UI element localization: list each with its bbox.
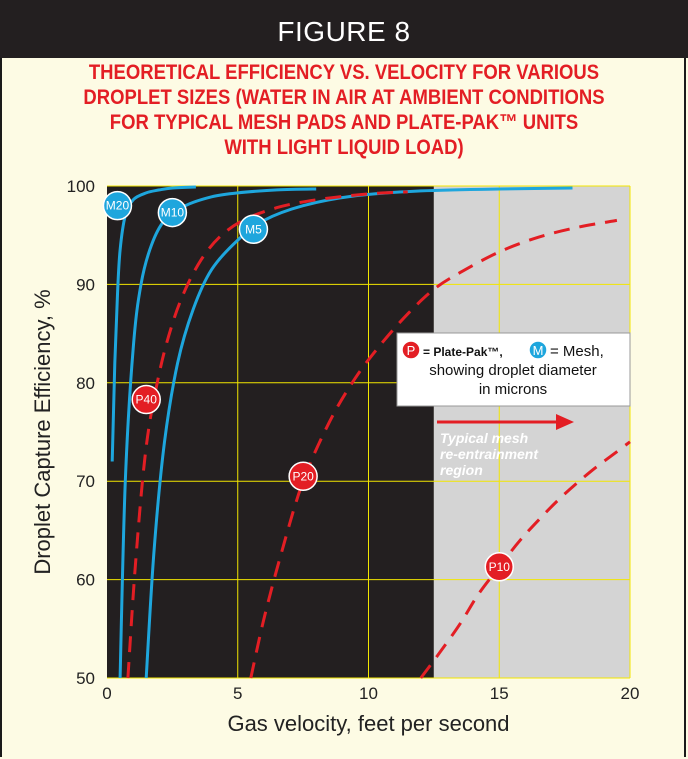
re-entrainment-annotation: Typical mesh re-entrainment region bbox=[437, 414, 574, 478]
y-tick-label: 100 bbox=[67, 177, 95, 196]
series-line-m10 bbox=[118, 187, 317, 679]
chart-title: THEORETICAL EFFICIENCY VS. VELOCITY FOR … bbox=[48, 60, 640, 160]
badge-circle-icon bbox=[484, 552, 514, 582]
series-line-m5 bbox=[144, 186, 573, 679]
badge-label: P40 bbox=[136, 393, 158, 407]
region-label-line-3: region bbox=[440, 462, 483, 478]
region-label-line-2: re-entrainment bbox=[440, 446, 539, 462]
plate-pak-legend-text: = Plate-Pak™, bbox=[423, 345, 503, 359]
legend: P = Plate-Pak™, M = Mesh, showing drople… bbox=[396, 332, 631, 407]
title-line: WITH LIGHT LIQUID LOAD) bbox=[224, 135, 464, 159]
mesh-badge-icon bbox=[528, 340, 548, 360]
badge-label: M5 bbox=[245, 222, 262, 236]
x-tick-label: 0 bbox=[102, 684, 111, 703]
series-line-p20 bbox=[249, 218, 618, 679]
legend-background bbox=[396, 332, 631, 407]
x-axis-label: Gas velocity, feet per second bbox=[227, 711, 509, 736]
figure-label: FIGURE 8 bbox=[0, 0, 688, 58]
series-badge-p10: P10 bbox=[484, 552, 514, 582]
badge-circle-icon bbox=[157, 197, 188, 228]
y-tick-label: 70 bbox=[76, 472, 95, 491]
y-axis-label: Droplet Capture Efficiency, % bbox=[30, 289, 55, 574]
title-line: FOR TYPICAL MESH PADS AND PLATE-PAK™ UNI… bbox=[109, 110, 579, 134]
mesh-legend-text: = Mesh, bbox=[550, 343, 604, 360]
y-tick-label: 90 bbox=[76, 275, 95, 294]
series-badge-m10: M10 bbox=[157, 197, 188, 228]
legend-line-2: showing droplet diameter bbox=[429, 362, 597, 379]
badge-label: P10 bbox=[489, 560, 511, 574]
legend-line-3: in microns bbox=[479, 381, 547, 398]
x-tick-label: 5 bbox=[233, 684, 242, 703]
badge-label: M20 bbox=[106, 199, 130, 213]
badge-circle-icon bbox=[288, 461, 318, 492]
badge-circle-icon bbox=[102, 190, 133, 221]
series-line-p40 bbox=[126, 190, 408, 679]
series-badge-p40: P40 bbox=[131, 384, 161, 415]
region-label-line-1: Typical mesh bbox=[440, 430, 528, 446]
badge-circle-icon bbox=[238, 214, 269, 245]
mesh-letter: M bbox=[533, 343, 544, 358]
badge-label: M10 bbox=[161, 206, 185, 220]
title-line: THEORETICAL EFFICIENCY VS. VELOCITY FOR … bbox=[88, 60, 600, 84]
arrow-head-icon bbox=[556, 414, 574, 430]
series-badge-m5: M5 bbox=[238, 214, 269, 245]
x-tick-label: 15 bbox=[490, 684, 509, 703]
plate-pak-badge-icon bbox=[401, 340, 421, 360]
y-tick-label: 80 bbox=[76, 374, 95, 393]
series-line-p10 bbox=[419, 440, 631, 679]
tick-labels: 0 5 10 15 20 50 60 70 80 90 100 bbox=[67, 177, 640, 703]
title-line: DROPLET SIZES (WATER IN AIR AT AMBIENT C… bbox=[83, 85, 605, 109]
x-tick-label: 10 bbox=[359, 684, 378, 703]
series-layer: M20 M10 M5 P40 P20 P10 bbox=[102, 185, 631, 679]
series-badge-m20: M20 bbox=[102, 190, 133, 221]
y-tick-label: 60 bbox=[76, 571, 95, 590]
series-badge-p20: P20 bbox=[288, 461, 318, 492]
x-tick-label: 20 bbox=[621, 684, 640, 703]
plate-pak-letter: P bbox=[407, 343, 416, 358]
badge-label: P20 bbox=[292, 469, 314, 483]
y-tick-label: 50 bbox=[76, 669, 95, 688]
badge-circle-icon bbox=[131, 384, 161, 415]
plot-area-dark bbox=[107, 186, 434, 678]
